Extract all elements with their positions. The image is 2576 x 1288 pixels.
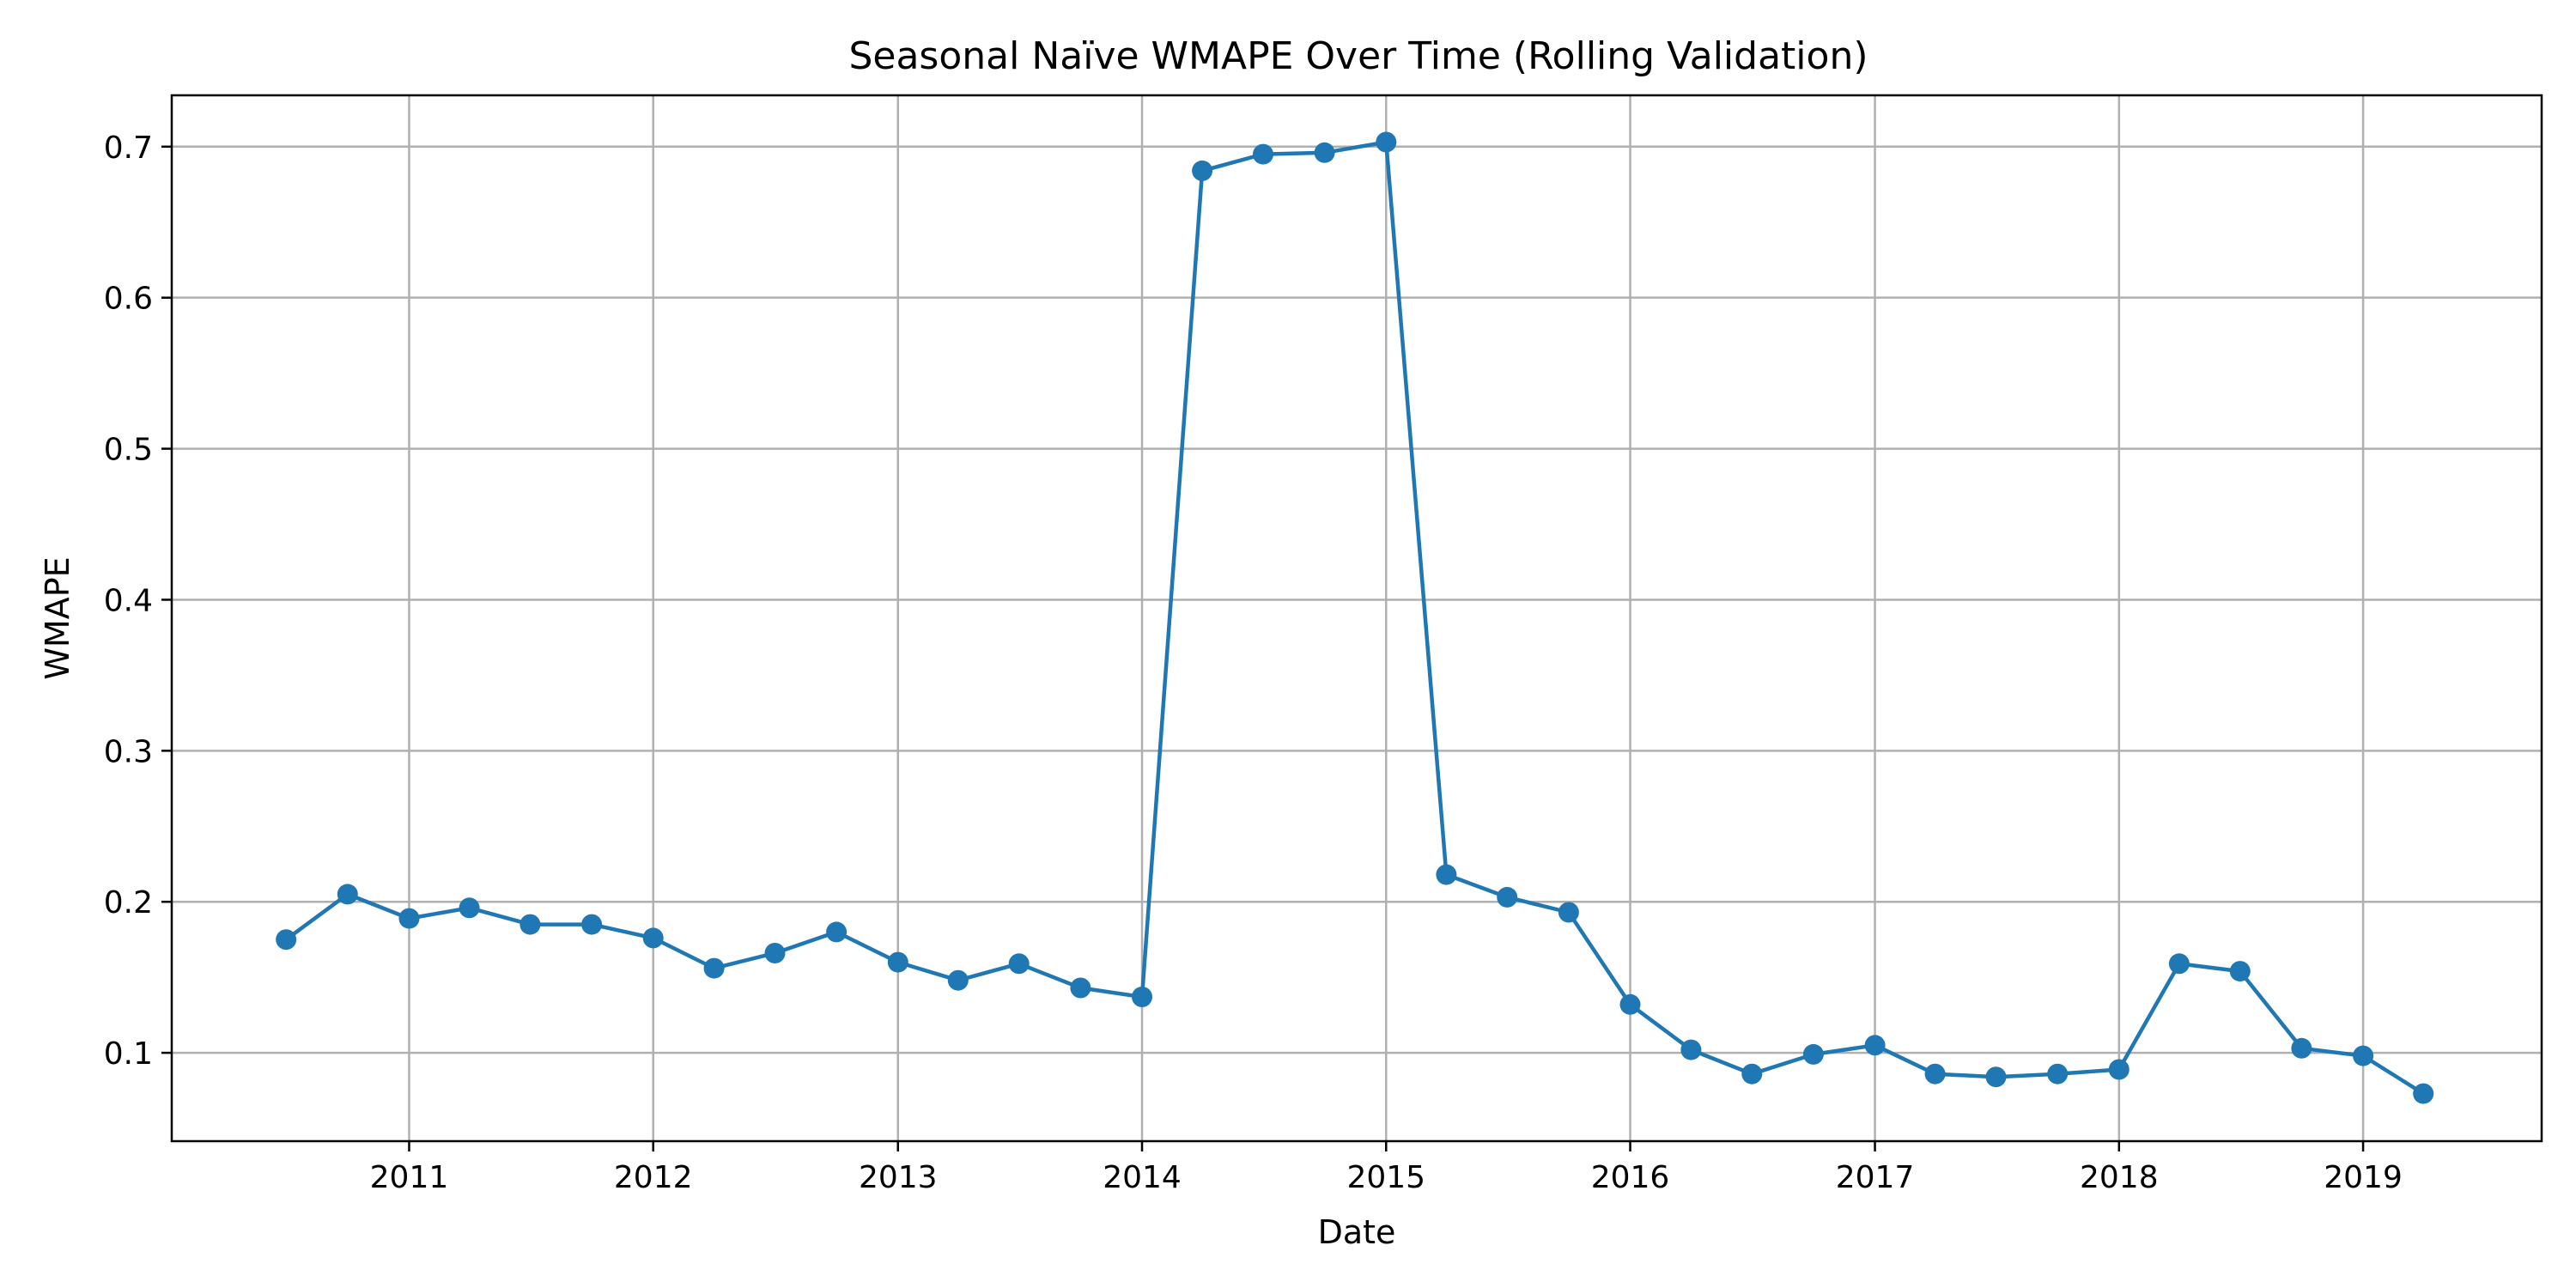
x-axis-label: Date (1318, 1213, 1396, 1251)
x-tick-label: 2019 (2324, 1160, 2403, 1195)
data-point (2047, 1063, 2069, 1084)
data-point (1070, 977, 1091, 999)
series-line (284, 140, 2425, 1096)
x-tick-label: 2018 (2080, 1160, 2159, 1195)
data-point (2108, 1059, 2129, 1080)
data-point (764, 943, 786, 963)
data-point (1985, 1066, 2007, 1088)
y-axis-label: WMAPE (39, 556, 76, 679)
data-point (1132, 987, 1152, 1007)
data-point (276, 929, 297, 951)
data-point (1314, 142, 1335, 163)
x-tick-label: 2011 (370, 1160, 449, 1195)
plot-area-frame (170, 94, 2543, 1143)
y-tick-label: 0.1 (104, 1036, 153, 1072)
data-point (1619, 993, 1641, 1015)
chart-title: Seasonal Naïve WMAPE Over Time (Rolling … (848, 34, 1868, 78)
data-point (1192, 160, 1213, 181)
x-tick-label: 2013 (859, 1160, 938, 1195)
x-tick-label: 2012 (614, 1160, 693, 1195)
data-point (398, 908, 420, 929)
x-tick-label: 2015 (1346, 1160, 1425, 1195)
data-point (642, 927, 664, 949)
y-tick-label: 0.2 (104, 885, 153, 920)
grid-lines (172, 95, 2542, 1141)
data-point (2353, 1045, 2374, 1066)
data-point (1376, 131, 1397, 153)
data-point (581, 914, 603, 935)
data-point (2168, 953, 2190, 975)
y-tick-label: 0.7 (104, 131, 153, 166)
data-point (826, 921, 848, 943)
y-tick-label: 0.4 (104, 583, 153, 618)
x-tick-label: 2017 (1836, 1160, 1915, 1195)
data-point (1497, 886, 1518, 908)
data-point (1864, 1035, 1886, 1056)
series-layer (276, 131, 2434, 1104)
y-axis: 0.1 0.2 0.3 0.4 0.5 0.6 0.7 (104, 131, 172, 1072)
y-tick-label: 0.6 (104, 282, 153, 317)
x-axis: 2011 2012 2013 2014 2015 2016 2017 2018 2019 (370, 1141, 2403, 1195)
data-point (1802, 1043, 1824, 1065)
x-tick-label: 2016 (1591, 1160, 1670, 1195)
data-point (2229, 961, 2251, 982)
data-point (947, 969, 969, 991)
data-point (2291, 1037, 2312, 1059)
data-point (1680, 1039, 1702, 1060)
y-tick-label: 0.3 (104, 734, 153, 769)
data-point (459, 897, 480, 919)
data-point (1008, 953, 1030, 975)
data-point (703, 957, 725, 979)
data-point (337, 884, 358, 905)
data-point (1741, 1063, 1763, 1084)
data-point (1924, 1063, 1946, 1084)
data-point (519, 914, 541, 935)
data-point (1253, 143, 1273, 165)
data-point (2413, 1083, 2434, 1104)
data-point (1436, 864, 1457, 885)
y-tick-label: 0.5 (104, 433, 153, 468)
data-point (1558, 902, 1579, 923)
x-tick-label: 2014 (1103, 1160, 1182, 1195)
data-point (887, 951, 908, 973)
